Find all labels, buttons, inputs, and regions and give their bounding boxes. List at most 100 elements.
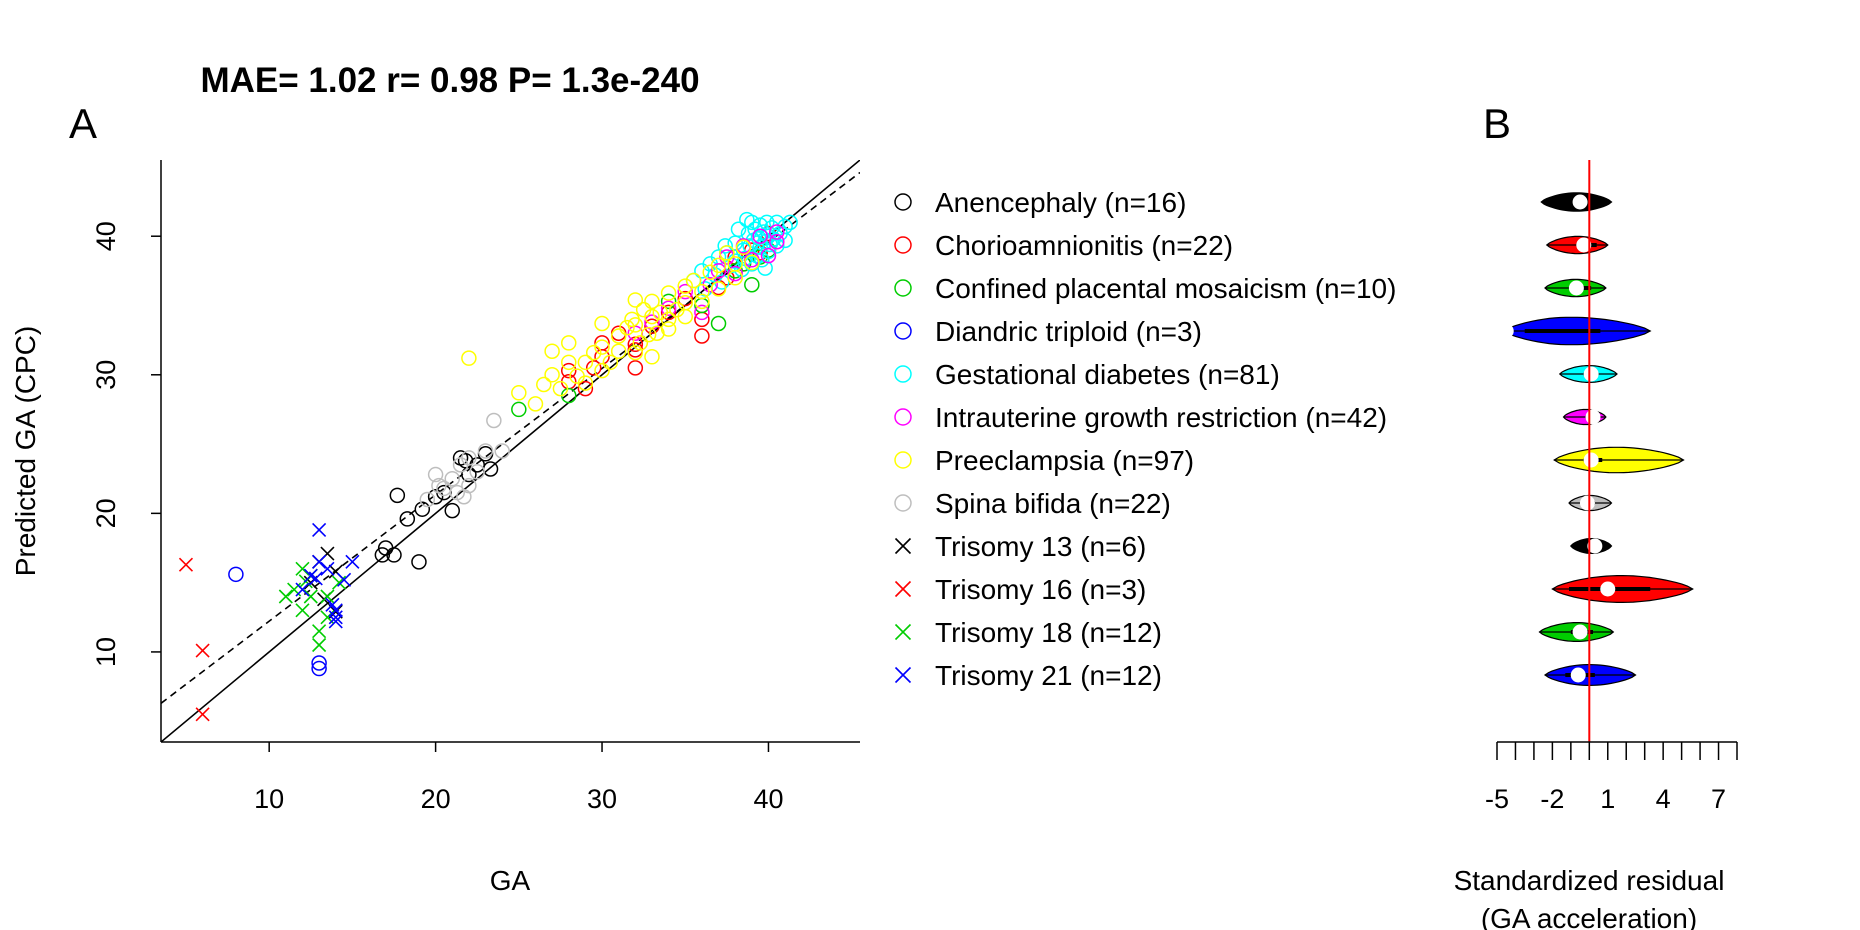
data-point (610, 343, 627, 359)
violin-x-axis: -5 -2 1 4 7 (1485, 741, 1738, 814)
violin-median-dot (1572, 624, 1588, 640)
data-point (640, 326, 657, 343)
legend-cross-symbol (894, 580, 912, 598)
x-tick-label: 40 (753, 784, 783, 814)
data-point (644, 308, 660, 325)
x-tick-label: 30 (587, 784, 617, 814)
data-point (295, 603, 310, 618)
scatter-panel: 10 20 30 40 10 20 30 40 GA Predicted GA (CPC) (10, 160, 860, 896)
data-point (594, 339, 610, 355)
data-point (332, 575, 347, 590)
series-diandric-triploid (228, 566, 327, 677)
scatter-points (178, 211, 798, 722)
violin-chorioamnionitis (1545, 235, 1609, 255)
data-point (632, 335, 649, 351)
legend-label: Trisomy 13 (n=6) (935, 531, 1146, 562)
data-point (544, 367, 560, 383)
data-point (782, 214, 798, 231)
legend-label: Chorioamnionitis (n=22) (935, 230, 1233, 261)
y-axis-ticks: 10 20 30 40 (91, 221, 161, 667)
legend-item: Spina bifida (n=22) (894, 488, 1171, 519)
data-point (536, 376, 552, 393)
violin-median-dot (1587, 538, 1603, 554)
data-point (303, 589, 318, 604)
data-point (178, 557, 194, 572)
data-point (644, 349, 660, 365)
legend-circle-symbol (894, 365, 912, 383)
data-point (719, 245, 735, 261)
data-point (660, 293, 677, 310)
data-point (769, 224, 785, 240)
violin-confined-placental-mosaicism (1544, 278, 1607, 298)
violin-x-axis-label-line1: Standardized residual (1454, 865, 1725, 896)
violin-panel: -5 -2 1 4 7 Standardized residual (GA accele… (1454, 160, 1738, 930)
legend-item: Trisomy 21 (n=12) (894, 660, 1162, 691)
data-point (694, 304, 710, 321)
y-tick-label: 20 (91, 498, 121, 528)
data-point (710, 315, 727, 332)
data-point (710, 257, 727, 274)
x-tick-label: 10 (254, 784, 284, 814)
data-point (752, 228, 768, 244)
data-point (660, 285, 677, 301)
data-point (602, 354, 619, 371)
series-trisomy-16 (178, 557, 210, 722)
data-point (461, 450, 477, 466)
data-point (544, 343, 560, 359)
data-point (337, 572, 352, 587)
y-tick-label: 10 (91, 637, 121, 667)
violin-median-dot (1579, 495, 1595, 511)
data-point (777, 232, 793, 249)
data-point (594, 315, 610, 332)
data-point (694, 328, 710, 344)
data-point (427, 466, 444, 483)
legend-circle-symbol (894, 279, 912, 297)
legend-item: Intrauterine growth restriction (n=42) (894, 402, 1387, 433)
violin-median-dot (1583, 452, 1599, 468)
legend-label: Trisomy 21 (n=12) (935, 660, 1162, 691)
violin-trisomy-18 (1538, 621, 1615, 643)
y-axis-label: Predicted GA (CPC) (10, 326, 41, 577)
legend-item: Chorioamnionitis (n=22) (894, 230, 1233, 261)
legend-circle-symbol (894, 408, 912, 426)
violin-median-dot (1585, 409, 1601, 425)
data-point (585, 360, 602, 376)
data-point (486, 412, 502, 429)
y-tick-label: 40 (91, 221, 121, 251)
data-point (577, 380, 594, 397)
legend-label: Confined placental mosaicism (n=10) (935, 273, 1396, 304)
legend-label: Diandric triploid (n=3) (935, 316, 1202, 347)
data-point (456, 488, 472, 505)
data-point (694, 293, 710, 310)
data-point (677, 283, 693, 300)
legend-circle-symbol (894, 494, 912, 512)
data-point (694, 283, 710, 300)
fit-line (161, 171, 860, 704)
data-point (295, 582, 310, 597)
data-point (769, 234, 785, 250)
data-point (320, 561, 335, 576)
data-point (649, 325, 665, 341)
legend-cross-symbol (894, 537, 912, 555)
data-point (469, 464, 485, 480)
data-point (577, 375, 594, 391)
data-point (585, 344, 602, 361)
data-point (311, 660, 327, 677)
violin-median-dot (1572, 194, 1588, 210)
scatter-axes (160, 160, 860, 743)
legend-item: Confined placental mosaicism (n=10) (894, 273, 1396, 304)
legend-circle-symbol (894, 236, 912, 254)
violin-intrauterine-growth-restriction (1562, 408, 1607, 426)
legend-label: Trisomy 18 (n=12) (935, 617, 1162, 648)
data-point (278, 589, 293, 604)
legend-label: Trisomy 16 (n=3) (935, 574, 1146, 605)
data-point (482, 461, 499, 477)
data-point (677, 290, 693, 307)
data-point (577, 354, 594, 371)
data-point (727, 270, 743, 286)
data-point (444, 502, 460, 519)
legend-label: Gestational diabetes (n=81) (935, 359, 1280, 390)
data-point (710, 281, 727, 297)
violin-tick-label: -5 (1485, 784, 1509, 814)
